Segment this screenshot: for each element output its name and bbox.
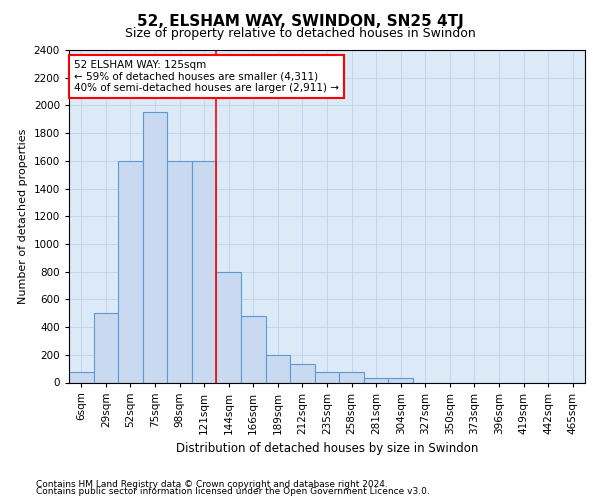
Bar (94, 313, 118, 382)
Text: 52 ELSHAM WAY: 125sqm
← 59% of detached houses are smaller (4,311)
40% of semi-d: 52 ELSHAM WAY: 125sqm ← 59% of detached … (74, 60, 339, 93)
Bar (143, 112, 167, 382)
Bar (364, 378, 388, 382)
Bar (266, 355, 290, 382)
Bar (192, 161, 217, 382)
Bar (69, 372, 94, 382)
Bar (217, 272, 241, 382)
Y-axis label: Number of detached properties: Number of detached properties (18, 128, 28, 304)
Bar (315, 372, 339, 382)
Bar (290, 364, 315, 382)
Bar (241, 316, 266, 382)
Bar (339, 372, 364, 382)
X-axis label: Distribution of detached houses by size in Swindon: Distribution of detached houses by size … (176, 442, 478, 455)
Bar (118, 161, 143, 382)
Bar (388, 378, 413, 382)
Text: 52, ELSHAM WAY, SWINDON, SN25 4TJ: 52, ELSHAM WAY, SWINDON, SN25 4TJ (137, 14, 463, 29)
Text: Size of property relative to detached houses in Swindon: Size of property relative to detached ho… (125, 28, 475, 40)
Bar (167, 161, 192, 382)
Text: Contains public sector information licensed under the Open Government Licence v3: Contains public sector information licen… (36, 487, 430, 496)
Text: Contains HM Land Registry data © Crown copyright and database right 2024.: Contains HM Land Registry data © Crown c… (36, 480, 388, 489)
